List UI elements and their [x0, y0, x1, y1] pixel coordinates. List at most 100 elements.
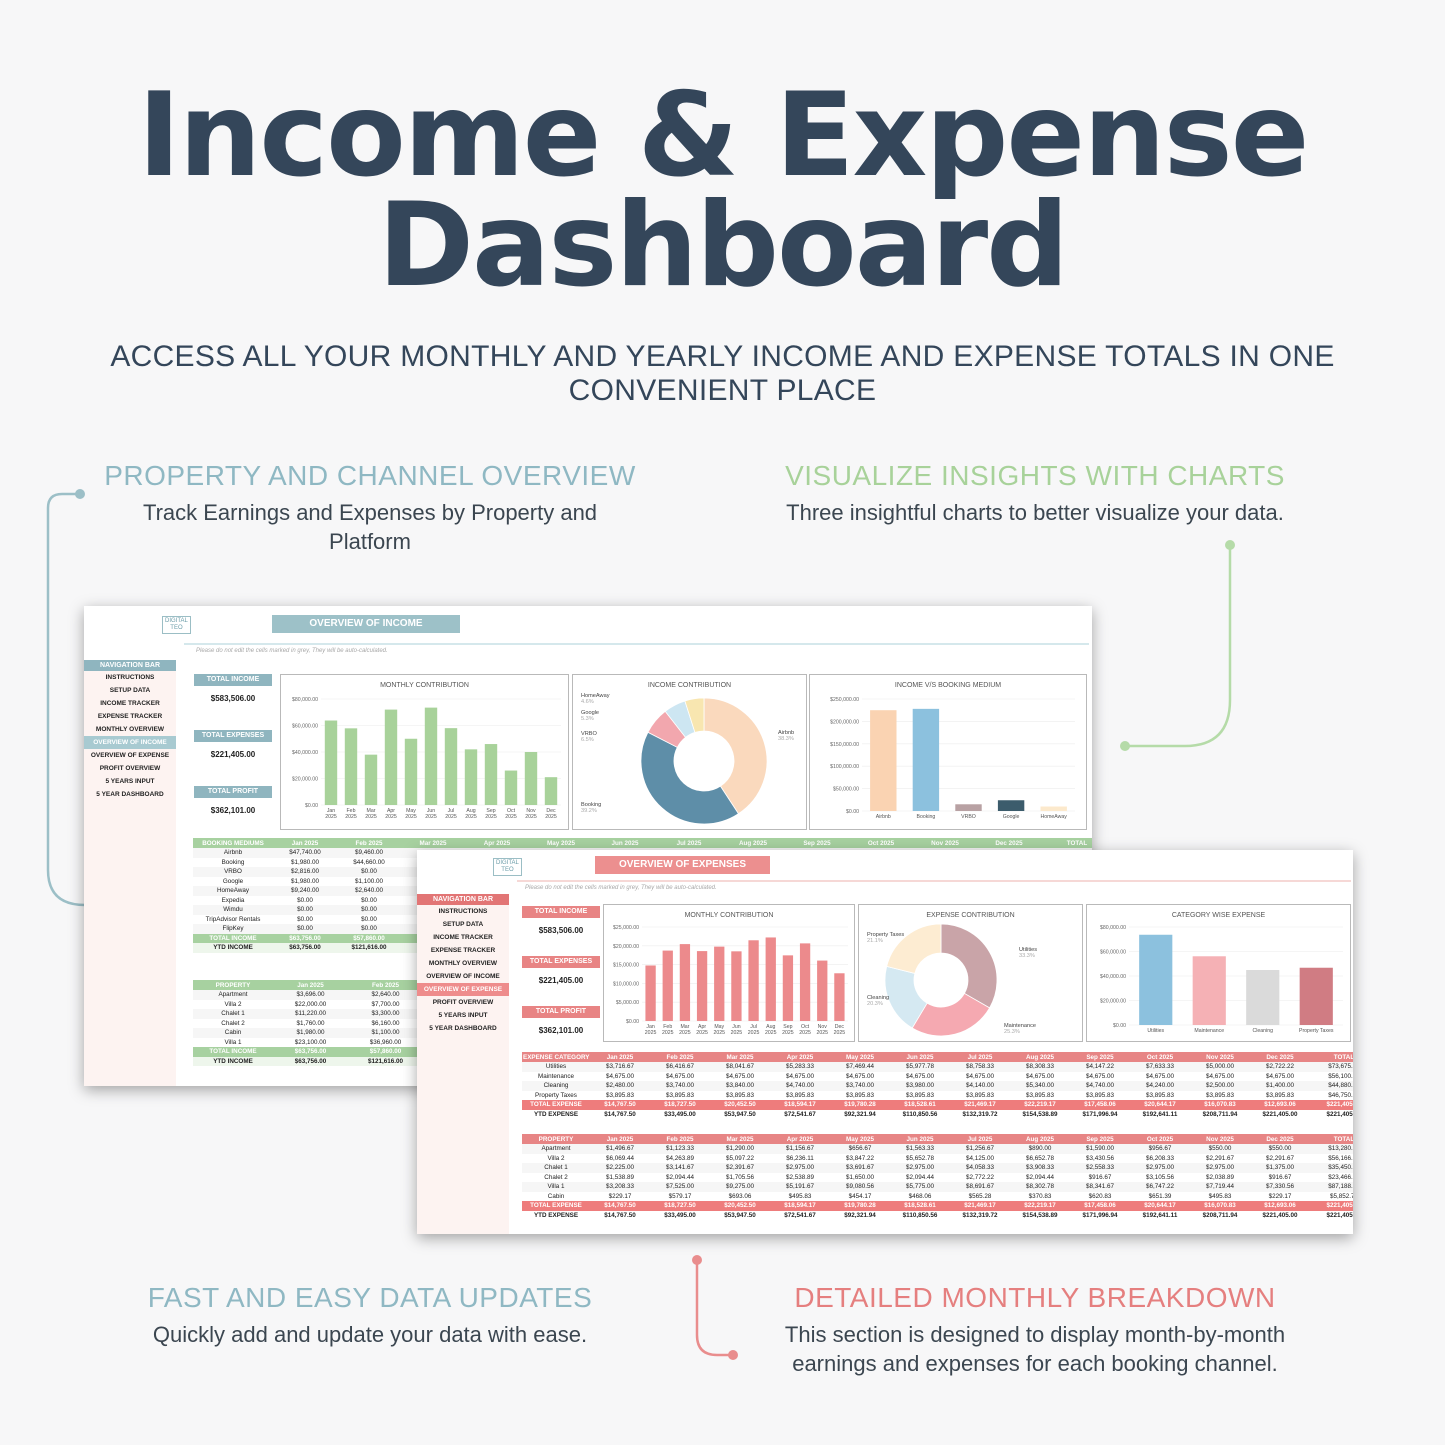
table-cell: $2,816.00: [273, 867, 337, 877]
table-cell: $495.83: [770, 1191, 830, 1201]
table-cell: $2,772.22: [950, 1172, 1010, 1182]
feature-heading-updates: FAST AND EASY DATA UPDATES: [147, 1282, 593, 1313]
x-tick-label: Jan: [327, 808, 335, 814]
table-header-row: PROPERTY Jan 2025 Feb 2025 Mar 2025 Apr 2025…: [522, 1134, 1353, 1144]
table-cell: $5,340.00: [1010, 1081, 1070, 1091]
table-cell: $3,895.83: [710, 1090, 770, 1100]
table-cell: $0.00: [337, 914, 401, 924]
x-tick-label: 2025: [325, 814, 337, 820]
table-cell: $221,405.00: [1250, 1210, 1310, 1220]
table-cell: $454.17: [830, 1191, 890, 1201]
nav-item-expense-tracker[interactable]: EXPENSE TRACKER: [430, 947, 496, 954]
table-cell: $3,740.00: [830, 1081, 890, 1091]
kpi-total-expenses: TOTAL EXPENSES $221,405.00: [194, 730, 272, 768]
table-cell: Dec 2025: [1250, 1052, 1310, 1062]
table-cell: $1,375.00: [1250, 1163, 1310, 1173]
table-cell: $16,070.83: [1190, 1100, 1250, 1110]
nav-item-overview-of-income[interactable]: OVERVIEW OF INCOME: [84, 736, 176, 749]
table-cell: $16,070.83: [1190, 1201, 1250, 1211]
table-cell: $916.67: [1250, 1172, 1310, 1182]
table-cell: $3,895.83: [890, 1090, 950, 1100]
table-cell: $92,321.94: [830, 1210, 890, 1220]
table-cell: $121,616.00: [337, 943, 401, 953]
table-cell: $35,450.00: [1310, 1163, 1353, 1173]
nav-item-5-years-input[interactable]: 5 YEARS INPUT: [105, 778, 155, 785]
table-cell: $6,747.22: [1130, 1182, 1190, 1192]
nav-item-income-tracker[interactable]: INCOME TRACKER: [100, 700, 160, 707]
note-text: Please do not edit the cells marked in g…: [525, 885, 717, 891]
nav-item-overview-of-expense[interactable]: OVERVIEW OF EXPENSE: [417, 983, 509, 996]
nav-item-profit-overview[interactable]: PROFIT OVERVIEW: [99, 765, 161, 772]
y-tick-label: $60,000.00: [292, 724, 318, 730]
table-cell: $17,458.06: [1070, 1201, 1130, 1211]
slice-percent: 25.3%: [1004, 1029, 1020, 1035]
feature-text-charts: Three insightful charts to better visual…: [786, 500, 1284, 525]
table-cell: $44,880.00: [1310, 1081, 1353, 1091]
table-cell: $57,860.00: [337, 933, 401, 943]
nav-item-monthly-overview[interactable]: MONTHLY OVERVIEW: [95, 726, 165, 733]
bar: [464, 749, 478, 805]
nav-heading: NAVIGATION BAR: [84, 660, 176, 671]
table-cell: Nov 2025: [1190, 1052, 1250, 1062]
x-tick-label: Oct: [507, 808, 516, 814]
nav-item-5-years-input[interactable]: 5 YEARS INPUT: [438, 1012, 488, 1019]
nav-item-instructions[interactable]: INSTRUCTIONS: [105, 674, 155, 681]
table-cell: $171,996.94: [1070, 1210, 1130, 1220]
nav-item-setup-data[interactable]: SETUP DATA: [442, 921, 484, 928]
table-cell: $7,700.00: [348, 999, 423, 1009]
table-cell: $3,980.00: [890, 1081, 950, 1091]
table-cell: $4,675.00: [710, 1071, 770, 1081]
table-cell: $0.00: [337, 924, 401, 934]
y-tick-label: $200,000.00: [830, 719, 859, 725]
table-cell: Oct 2025: [1130, 1134, 1190, 1144]
table-cell: $2,038.89: [1190, 1172, 1250, 1182]
nav-item-5-year-dashboard[interactable]: 5 YEAR DASHBOARD: [96, 791, 164, 798]
table-cell: $370.83: [1010, 1191, 1070, 1201]
table-cell: $6,416.67: [650, 1062, 710, 1072]
table-cell: $221,405.00: [1310, 1201, 1353, 1211]
expense-property-table: PROPERTY Jan 2025 Feb 2025 Mar 2025 Apr 2025…: [522, 1134, 1353, 1220]
y-tick-label: $25,000.00: [613, 925, 639, 931]
table-cell: $46,750.00: [1310, 1090, 1353, 1100]
x-tick-label: 2025: [662, 1030, 674, 1036]
table-cell: May 2025: [529, 838, 593, 848]
x-tick-label: HomeAway: [1040, 814, 1067, 820]
x-tick-label: Jan: [646, 1024, 654, 1030]
kpi-label: TOTAL PROFIT: [522, 1006, 600, 1018]
table-total-row: TOTAL INCOME $63,756.00 $57,860.00: [193, 1047, 423, 1057]
table-cell: $1,256.67: [950, 1144, 1010, 1154]
table-cell: $4,058.33: [950, 1163, 1010, 1173]
nav-item-setup-data[interactable]: SETUP DATA: [109, 687, 151, 694]
slice-label: Cleaning: [867, 995, 889, 1001]
table-cell: $2,291.67: [1190, 1153, 1250, 1163]
table-cell: $192,641.11: [1130, 1210, 1190, 1220]
nav-heading: NAVIGATION BAR: [417, 894, 509, 905]
table-cell: Utilities: [522, 1062, 590, 1072]
nav-item-instructions[interactable]: INSTRUCTIONS: [438, 908, 488, 915]
nav-item-overview-of-income[interactable]: OVERVIEW OF INCOME: [426, 973, 500, 980]
page-title-line-1: Income & Expense: [137, 68, 1310, 203]
table-cell: $17,458.06: [1070, 1100, 1130, 1110]
bar: [384, 709, 398, 805]
table-cell: $4,675.00: [1250, 1071, 1310, 1081]
nav-item-profit-overview[interactable]: PROFIT OVERVIEW: [432, 999, 494, 1006]
table-cell: $14,767.50: [590, 1201, 650, 1211]
table-cell: $5,000.00: [1190, 1062, 1250, 1072]
table-row: Chalet 1 $2,225.00 $3,141.67 $2,391.67 $2,97…: [522, 1163, 1353, 1173]
x-tick-label: 2025: [731, 1030, 743, 1036]
slice-percent: 33.3%: [1019, 953, 1035, 959]
nav-item-expense-tracker[interactable]: EXPENSE TRACKER: [97, 713, 163, 720]
table-cell: YTD EXPENSE: [522, 1109, 590, 1119]
nav-item-overview-of-expense[interactable]: OVERVIEW OF EXPENSE: [90, 752, 170, 759]
nav-item-5-year-dashboard[interactable]: 5 YEAR DASHBOARD: [429, 1025, 497, 1032]
nav-item-monthly-overview[interactable]: MONTHLY OVERVIEW: [428, 960, 498, 967]
table-cell: $3,696.00: [273, 990, 348, 1000]
table-cell: Jan 2025: [590, 1052, 650, 1062]
bar-chart: $0.00 $50,000.00 $100,000.00 $150,000.00 $20…: [830, 697, 1075, 820]
chart-expense-contribution: EXPENSE CONTRIBUTION Utilities 33.3% Maint…: [858, 904, 1083, 1042]
bar: [782, 955, 794, 1021]
table-cell: Jan 2025: [273, 838, 337, 848]
nav-item-income-tracker[interactable]: INCOME TRACKER: [433, 934, 493, 941]
x-tick-label: Utilities: [1147, 1028, 1164, 1034]
bar-chart: $0.00 $5,000.00 $10,000.00 $15,000.00 $20,00…: [613, 925, 848, 1036]
